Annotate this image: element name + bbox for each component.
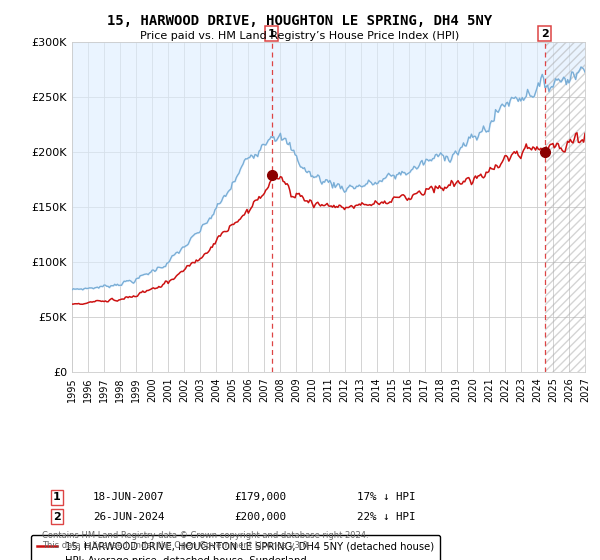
Text: Contains HM Land Registry data © Crown copyright and database right 2024.
This d: Contains HM Land Registry data © Crown c…: [42, 530, 368, 550]
Text: 1: 1: [268, 29, 275, 39]
Text: Price paid vs. HM Land Registry’s House Price Index (HPI): Price paid vs. HM Land Registry’s House …: [140, 31, 460, 41]
Text: 17% ↓ HPI: 17% ↓ HPI: [357, 492, 415, 502]
Text: £200,000: £200,000: [234, 512, 286, 522]
Text: 1: 1: [53, 492, 61, 502]
Text: £179,000: £179,000: [234, 492, 286, 502]
Text: 18-JUN-2007: 18-JUN-2007: [93, 492, 164, 502]
Text: 22% ↓ HPI: 22% ↓ HPI: [357, 512, 415, 522]
Text: 26-JUN-2024: 26-JUN-2024: [93, 512, 164, 522]
Text: 2: 2: [541, 29, 548, 39]
Legend: 15, HARWOOD DRIVE, HOUGHTON LE SPRING, DH4 5NY (detached house), HPI: Average pr: 15, HARWOOD DRIVE, HOUGHTON LE SPRING, D…: [31, 535, 440, 560]
Text: 15, HARWOOD DRIVE, HOUGHTON LE SPRING, DH4 5NY: 15, HARWOOD DRIVE, HOUGHTON LE SPRING, D…: [107, 14, 493, 28]
Text: 2: 2: [53, 512, 61, 522]
